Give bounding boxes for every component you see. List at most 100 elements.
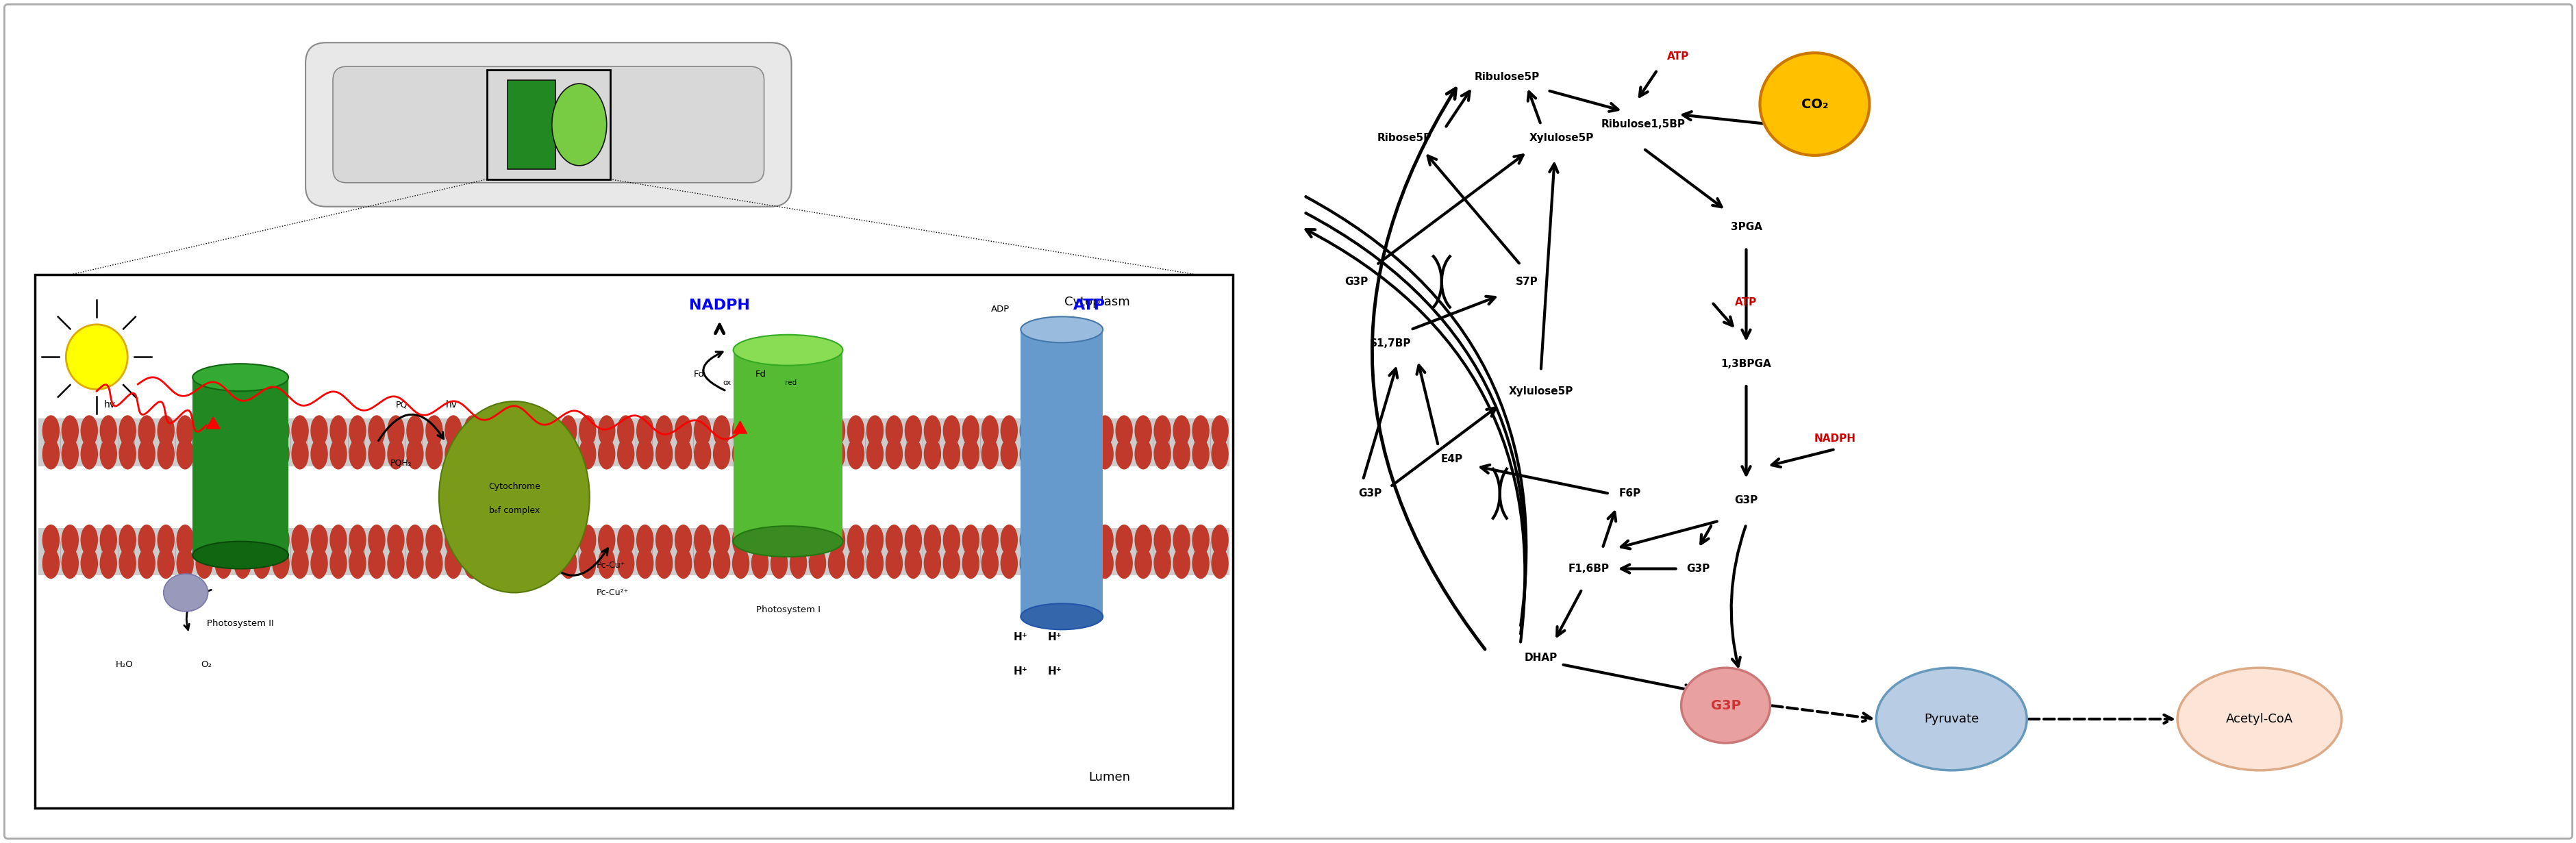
Ellipse shape	[312, 416, 327, 446]
Text: Pyruvate: Pyruvate	[1924, 713, 1978, 725]
Ellipse shape	[999, 548, 1018, 578]
Ellipse shape	[252, 439, 270, 469]
Text: Acetyl-CoA: Acetyl-CoA	[2226, 713, 2293, 725]
Ellipse shape	[848, 439, 863, 469]
Ellipse shape	[1097, 439, 1113, 469]
Ellipse shape	[193, 364, 289, 391]
Ellipse shape	[502, 439, 518, 469]
Ellipse shape	[809, 548, 824, 578]
Ellipse shape	[829, 525, 845, 555]
Text: hv: hv	[446, 400, 459, 410]
Ellipse shape	[100, 525, 116, 555]
Bar	[39, 418, 1229, 466]
Ellipse shape	[1115, 548, 1131, 578]
Ellipse shape	[904, 439, 922, 469]
Text: Ribulose1,5BP: Ribulose1,5BP	[1602, 120, 1685, 130]
Ellipse shape	[791, 439, 806, 469]
Ellipse shape	[1038, 548, 1056, 578]
Ellipse shape	[618, 525, 634, 555]
Ellipse shape	[904, 548, 922, 578]
Ellipse shape	[1059, 525, 1074, 555]
Ellipse shape	[714, 416, 729, 446]
Ellipse shape	[981, 416, 997, 446]
Ellipse shape	[312, 439, 327, 469]
Ellipse shape	[714, 439, 729, 469]
Ellipse shape	[80, 525, 98, 555]
Ellipse shape	[157, 525, 175, 555]
Ellipse shape	[196, 439, 211, 469]
Ellipse shape	[943, 525, 961, 555]
Polygon shape	[734, 422, 747, 433]
Ellipse shape	[1020, 416, 1036, 446]
Text: Photosystem II: Photosystem II	[206, 619, 273, 628]
Ellipse shape	[1136, 439, 1151, 469]
Ellipse shape	[139, 525, 155, 555]
Ellipse shape	[386, 439, 404, 469]
Ellipse shape	[981, 439, 997, 469]
Ellipse shape	[1154, 416, 1170, 446]
Ellipse shape	[866, 525, 884, 555]
Ellipse shape	[44, 416, 59, 446]
Ellipse shape	[273, 548, 289, 578]
Ellipse shape	[1097, 525, 1113, 555]
Text: Pc-Cu⁺: Pc-Cu⁺	[595, 561, 626, 570]
Ellipse shape	[943, 439, 961, 469]
Ellipse shape	[636, 548, 654, 578]
Ellipse shape	[1136, 416, 1151, 446]
Ellipse shape	[523, 548, 538, 578]
Ellipse shape	[464, 416, 482, 446]
Ellipse shape	[330, 416, 348, 446]
Ellipse shape	[523, 525, 538, 555]
Ellipse shape	[330, 525, 348, 555]
Ellipse shape	[925, 416, 940, 446]
Ellipse shape	[1211, 416, 1229, 446]
Ellipse shape	[407, 525, 422, 555]
Ellipse shape	[734, 335, 842, 366]
Ellipse shape	[752, 416, 768, 446]
Ellipse shape	[1193, 416, 1208, 446]
Ellipse shape	[216, 548, 232, 578]
Ellipse shape	[523, 439, 538, 469]
Ellipse shape	[67, 325, 129, 389]
Ellipse shape	[100, 439, 116, 469]
Ellipse shape	[541, 439, 556, 469]
Ellipse shape	[541, 416, 556, 446]
Ellipse shape	[693, 548, 711, 578]
Ellipse shape	[732, 525, 750, 555]
Ellipse shape	[791, 416, 806, 446]
Ellipse shape	[981, 548, 997, 578]
Ellipse shape	[118, 548, 137, 578]
Text: hv: hv	[103, 400, 116, 410]
Ellipse shape	[791, 525, 806, 555]
Ellipse shape	[886, 416, 902, 446]
Text: DHAP: DHAP	[1525, 652, 1556, 663]
Ellipse shape	[866, 439, 884, 469]
Ellipse shape	[1020, 548, 1036, 578]
Text: CO₂: CO₂	[1801, 98, 1829, 110]
Ellipse shape	[1172, 439, 1190, 469]
Ellipse shape	[484, 548, 500, 578]
Ellipse shape	[1020, 604, 1103, 630]
Text: Photosystem I: Photosystem I	[755, 605, 819, 615]
Ellipse shape	[809, 416, 824, 446]
Ellipse shape	[693, 439, 711, 469]
Text: E4P: E4P	[1440, 454, 1463, 464]
Ellipse shape	[157, 416, 175, 446]
Ellipse shape	[1097, 416, 1113, 446]
Ellipse shape	[848, 548, 863, 578]
Text: PQ: PQ	[394, 400, 407, 409]
Ellipse shape	[1059, 548, 1074, 578]
Ellipse shape	[252, 548, 270, 578]
Ellipse shape	[752, 548, 768, 578]
Ellipse shape	[541, 548, 556, 578]
Ellipse shape	[1154, 439, 1170, 469]
Ellipse shape	[1193, 525, 1208, 555]
Ellipse shape	[598, 439, 616, 469]
Ellipse shape	[636, 416, 654, 446]
Ellipse shape	[829, 548, 845, 578]
Ellipse shape	[139, 548, 155, 578]
Ellipse shape	[196, 525, 211, 555]
Ellipse shape	[446, 525, 461, 555]
Text: G3P: G3P	[1710, 699, 1741, 711]
Ellipse shape	[657, 548, 672, 578]
